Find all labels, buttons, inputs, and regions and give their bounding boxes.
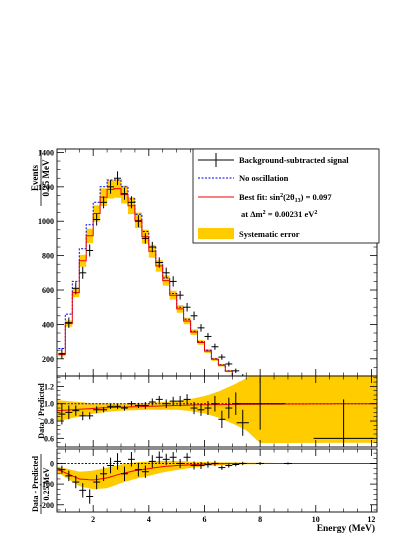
top-ylabel-line1: Events xyxy=(30,165,40,192)
x-tick-label: 4 xyxy=(147,515,151,524)
diff-ytick-label: 0 xyxy=(50,459,54,468)
legend-fit-annotation: at Δm2 = 0.00231 eV2 xyxy=(241,209,317,219)
ratio-ytick-label: 0.6 xyxy=(44,434,54,443)
x-tick-label: 6 xyxy=(202,515,206,524)
bot-content xyxy=(57,451,377,504)
ratio-panel: 0.6 0.8 1.0 1.2 xyxy=(44,375,378,448)
legend-entry-systematic: Systematic error xyxy=(198,228,300,239)
x-tick-label: 2 xyxy=(91,515,95,524)
top-ytick-label: 200 xyxy=(42,355,54,364)
ratio-frame xyxy=(56,375,378,448)
top-curves xyxy=(58,171,247,376)
fit-annotation-exponent1: 2 xyxy=(263,210,266,216)
top-ytick-label: 1000 xyxy=(38,217,54,226)
x-tick-label: 10 xyxy=(312,515,320,524)
fit-annotation-middle: = 0.00231 eV xyxy=(266,209,316,219)
legend-label-signal: Background-subtracted signal xyxy=(239,155,349,165)
top-ytick-label: 1200 xyxy=(38,183,54,192)
legend-label-no-oscillation: No oscillation xyxy=(239,173,289,183)
ratio-ytick-label: 1.0 xyxy=(44,400,54,409)
legend-box xyxy=(192,148,380,244)
diff-ytick-label: -200 xyxy=(39,501,54,510)
best-fit-subscript: 13 xyxy=(295,198,301,204)
top-ytick-label: 800 xyxy=(42,252,54,261)
legend: Background-subtracted signal No oscillat… xyxy=(192,148,380,244)
legend-marker-systematic xyxy=(198,228,234,239)
legend-entry-signal: Background-subtracted signal xyxy=(198,153,349,167)
difference-panel: -200 -100 0 2 4 6 8 10 12 xyxy=(39,448,378,524)
legend-entry-best-fit: Best fit: sin2(2θ13) = 0.097 at Δm2 = 0.… xyxy=(198,192,332,219)
x-tick-label: 8 xyxy=(258,515,262,524)
x-tick-label: 12 xyxy=(367,515,375,524)
best-fit-suffix: ) = 0.097 xyxy=(301,192,333,202)
legend-label-systematic: Systematic error xyxy=(239,229,300,239)
diff-ylabel-line2: 0.25 MeV xyxy=(42,467,51,500)
mid-content xyxy=(57,376,377,447)
legend-entry-no-oscillation: No oscillation xyxy=(198,173,289,183)
ratio-ytick-label: 0.8 xyxy=(44,417,54,426)
ratio-ytick-label: 1.2 xyxy=(44,382,54,391)
top-ylabel-line2: 0.25 MeV xyxy=(41,159,51,196)
ratio-ylabel: Data / Predicted xyxy=(37,383,46,439)
diff-systematic-band xyxy=(57,460,377,490)
top-ytick-label: 600 xyxy=(42,286,54,295)
diff-frame xyxy=(56,448,378,513)
legend-label-best-fit: Best fit: sin2(2θ13) = 0.097 xyxy=(239,192,332,204)
fit-annotation-prefix: at Δm xyxy=(241,209,263,219)
ratio-systematic-band xyxy=(57,376,377,444)
best-fit-prefix: Best fit: sin xyxy=(239,192,280,202)
best-fit-exponent: 2 xyxy=(280,193,283,199)
top-ytick-label: 1400 xyxy=(38,148,54,157)
x-axis-label: Energy (MeV) xyxy=(317,523,375,534)
best-fit-middle: (2θ xyxy=(283,192,295,202)
top-ytick-label: 400 xyxy=(42,320,54,329)
diff-ytick-label: -100 xyxy=(39,480,54,489)
diff-ylabel-line1: Data - Predicted xyxy=(31,456,40,512)
fit-annotation-exponent2: 2 xyxy=(314,210,317,216)
